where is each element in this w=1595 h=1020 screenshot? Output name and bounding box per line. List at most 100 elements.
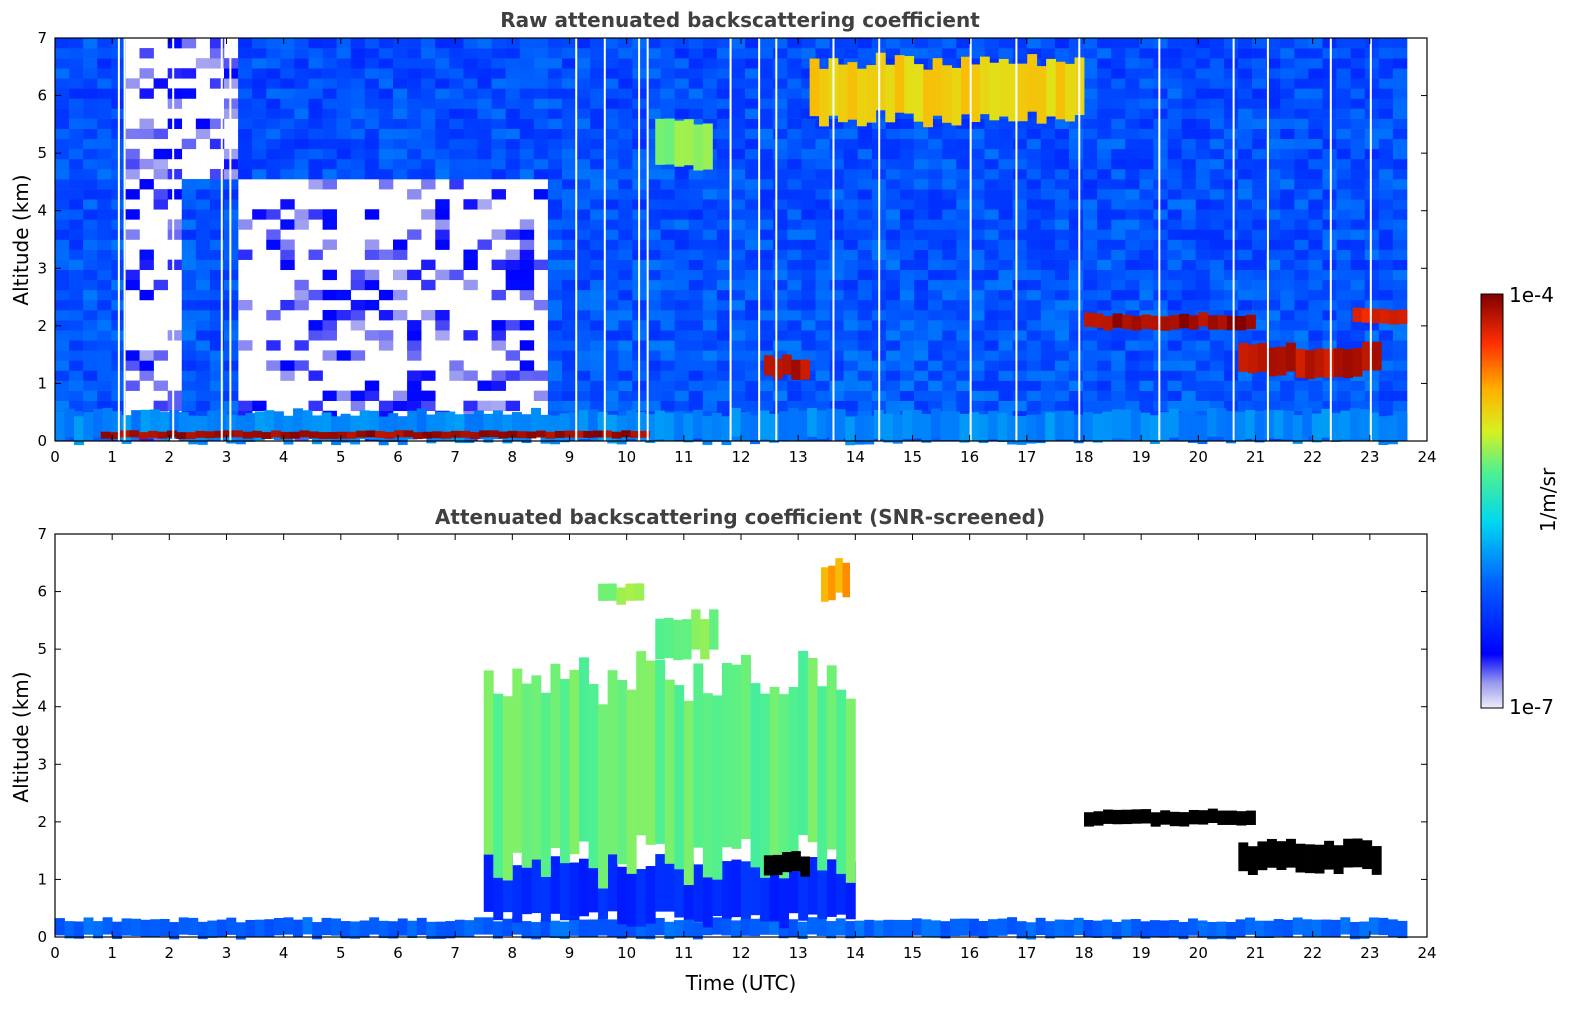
heatmap-feature-cell xyxy=(978,414,989,444)
heatmap-cell xyxy=(984,360,999,371)
heatmap-cell xyxy=(1350,340,1366,351)
heatmap-cell xyxy=(660,199,675,210)
heatmap-feature-cell xyxy=(1236,811,1247,826)
heatmap-feature-cell xyxy=(885,64,896,123)
raw-backscatter-panel: Raw attenuated backscattering coefficien… xyxy=(9,8,1437,466)
heatmap-feature-cell xyxy=(1235,919,1246,937)
heatmap-cell xyxy=(731,380,746,391)
heatmap-cell xyxy=(421,88,436,99)
heatmap-cell xyxy=(1111,400,1126,412)
heatmap-feature-cell xyxy=(1140,412,1151,442)
heatmap-cell xyxy=(843,38,859,49)
heatmap-feature-cell xyxy=(692,409,703,439)
heatmap-feature-cell xyxy=(131,410,142,439)
heatmap-feature-cell xyxy=(750,918,760,937)
heatmap-cell xyxy=(801,390,816,401)
heatmap-cell xyxy=(547,279,563,291)
heatmap-cell xyxy=(843,148,859,160)
heatmap-cell xyxy=(153,380,168,391)
heatmap-cell xyxy=(280,249,295,260)
heatmap-cell xyxy=(547,249,563,260)
heatmap-cell xyxy=(1308,249,1323,260)
heatmap-cell xyxy=(618,108,633,119)
heatmap-feature-cell xyxy=(1016,921,1027,939)
heatmap-cell xyxy=(604,340,619,351)
heatmap-cell xyxy=(899,279,915,291)
heatmap-cell xyxy=(435,219,450,230)
heatmap-feature-cell xyxy=(1141,314,1152,329)
heatmap-cell xyxy=(815,189,830,200)
heatmap-cell xyxy=(1097,360,1112,371)
heatmap-cell xyxy=(1237,88,1253,99)
heatmap-feature-cell xyxy=(1292,415,1303,444)
heatmap-cell xyxy=(716,410,732,422)
heatmap-cell xyxy=(1125,380,1140,391)
heatmap-cell xyxy=(928,259,943,271)
heatmap-cell xyxy=(83,279,98,291)
heatmap-cell xyxy=(69,410,84,422)
heatmap-cell xyxy=(716,88,732,99)
heatmap-cell xyxy=(55,380,70,391)
heatmap-cell xyxy=(674,168,690,180)
heatmap-cell xyxy=(421,148,436,160)
heatmap-feature-cell xyxy=(683,700,694,886)
heatmap-cell xyxy=(209,330,225,341)
heatmap-cell xyxy=(618,390,633,401)
heatmap-cell xyxy=(350,310,366,321)
heatmap-feature-cell xyxy=(1130,410,1141,440)
heatmap-cell xyxy=(1350,128,1366,140)
heatmap-cell xyxy=(773,269,788,281)
heatmap-feature-cell xyxy=(875,52,886,111)
heatmap-cell xyxy=(660,320,675,331)
x-tick-label: 16 xyxy=(960,944,979,962)
heatmap-cell xyxy=(1280,310,1295,321)
heatmap-cell xyxy=(1153,48,1168,59)
heatmap-cell xyxy=(238,58,253,69)
heatmap-cell xyxy=(449,269,464,281)
heatmap-cell xyxy=(1068,249,1084,260)
heatmap-feature-cell xyxy=(693,124,704,171)
heatmap-cell xyxy=(83,88,98,99)
heatmap-cell xyxy=(843,239,859,250)
heatmap-cell xyxy=(125,189,140,200)
heatmap-cell xyxy=(998,199,1013,210)
heatmap-feature-cell xyxy=(540,919,551,938)
heatmap-cell xyxy=(1097,128,1112,140)
heatmap-feature-cell xyxy=(809,58,820,117)
heatmap-cell xyxy=(1054,340,1070,351)
heatmap-feature-cell xyxy=(636,869,647,927)
heatmap-feature-cell xyxy=(807,658,818,843)
heatmap-feature-cell xyxy=(340,921,351,939)
heatmap-cell xyxy=(801,229,816,240)
heatmap-cell xyxy=(1322,330,1337,341)
heatmap-cell xyxy=(167,390,183,401)
heatmap-cell xyxy=(1054,279,1070,291)
heatmap-cell xyxy=(646,58,661,69)
heatmap-cell xyxy=(55,88,70,99)
heatmap-feature-cell xyxy=(321,412,332,442)
heatmap-cell xyxy=(1237,269,1253,281)
heatmap-feature-cell xyxy=(283,415,294,445)
heatmap-cell xyxy=(1336,189,1351,200)
heatmap-cell xyxy=(1195,269,1211,281)
heatmap-feature-cell xyxy=(617,680,628,865)
heatmap-cell xyxy=(1266,199,1281,210)
heatmap-feature-cell xyxy=(1188,414,1198,443)
heatmap-cell xyxy=(1336,259,1351,271)
heatmap-feature-cell xyxy=(550,856,561,914)
heatmap-cell xyxy=(1181,350,1197,361)
heatmap-cells xyxy=(55,558,1408,940)
heatmap-cell xyxy=(759,48,774,59)
heatmap-cell xyxy=(576,128,591,140)
heatmap-cell xyxy=(970,128,985,140)
heatmap-cell xyxy=(1294,340,1309,351)
heatmap-cell xyxy=(1125,168,1140,180)
heatmap-feature-cell xyxy=(283,917,294,935)
heatmap-cell xyxy=(55,269,70,281)
x-tick-label: 24 xyxy=(1417,448,1436,466)
heatmap-cell xyxy=(688,209,704,220)
heatmap-cell xyxy=(1012,128,1028,140)
heatmap-feature-cell xyxy=(569,669,580,855)
heatmap-cell xyxy=(421,400,436,412)
heatmap-feature-cell xyxy=(454,919,465,937)
